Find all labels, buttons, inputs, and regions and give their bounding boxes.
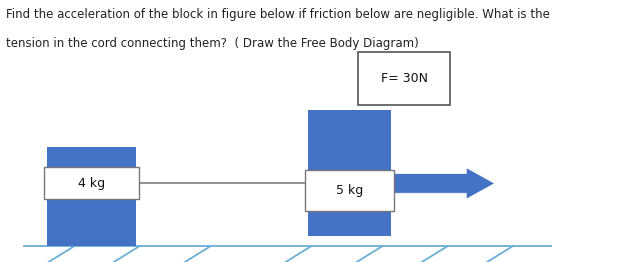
FancyArrow shape [391, 168, 494, 199]
Text: F= 30N: F= 30N [381, 72, 428, 85]
Text: 5 kg: 5 kg [336, 184, 363, 197]
FancyBboxPatch shape [44, 167, 140, 199]
Text: Find the acceleration of the block in figure below if friction below are negligi: Find the acceleration of the block in fi… [6, 8, 550, 21]
FancyBboxPatch shape [48, 147, 136, 246]
FancyBboxPatch shape [358, 52, 450, 105]
FancyBboxPatch shape [308, 110, 391, 236]
Text: 4 kg: 4 kg [78, 177, 105, 190]
Text: tension in the cord connecting them?  ( Draw the Free Body Diagram): tension in the cord connecting them? ( D… [6, 37, 419, 50]
FancyBboxPatch shape [305, 170, 394, 211]
